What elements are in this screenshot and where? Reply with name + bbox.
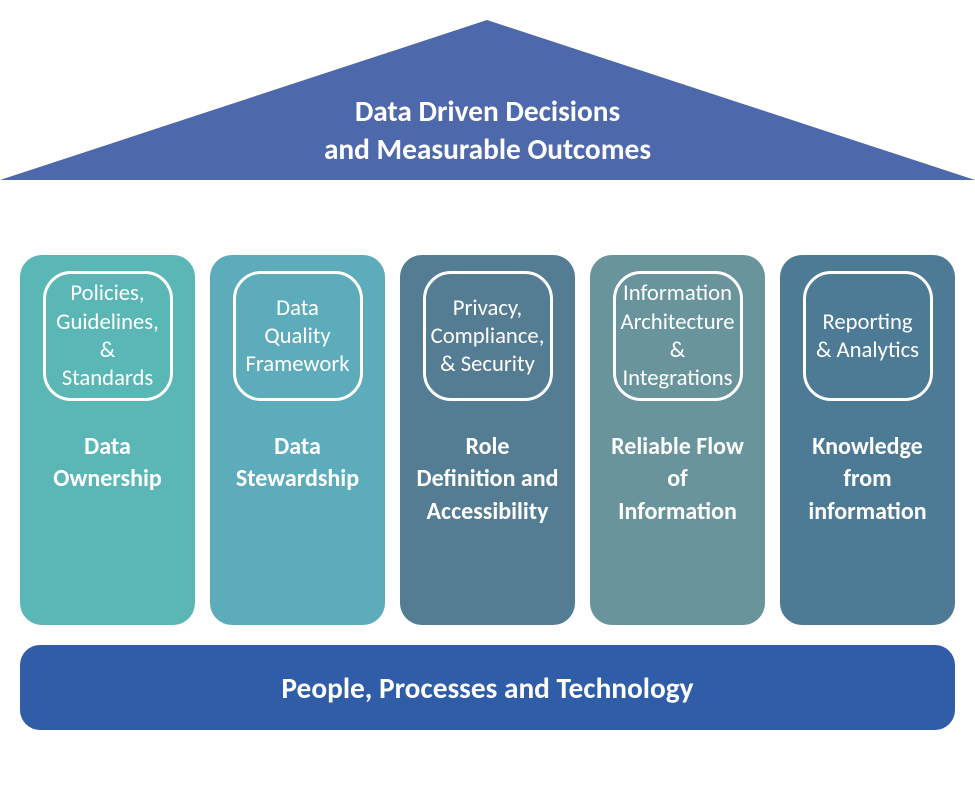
roof-title-line2: and Measurable Outcomes: [0, 130, 975, 168]
pillar-1-title: Data Ownership: [32, 431, 183, 496]
base-bar: People, Processes and Technology: [20, 645, 955, 730]
pillar-3-title: Role Definition and Accessibility: [412, 431, 563, 528]
pillar-2: Data Quality Framework Data Stewardship: [210, 255, 385, 625]
pillar-4-badge: Information Architecture & Integrations: [613, 271, 743, 401]
roof: Data Driven Decisions and Measurable Out…: [0, 20, 975, 180]
pillar-1-badge: Policies, Guidelines, & Standards: [43, 271, 173, 401]
pillar-5-badge: Reporting & Analytics: [803, 271, 933, 401]
pillar-5-title: Knowledge from information: [792, 431, 943, 528]
pillar-2-badge: Data Quality Framework: [233, 271, 363, 401]
roof-title-line1: Data Driven Decisions: [0, 92, 975, 130]
pillar-3: Privacy, Compliance, & Security Role Def…: [400, 255, 575, 625]
roof-title: Data Driven Decisions and Measurable Out…: [0, 92, 975, 168]
pillar-4: Information Architecture & Integrations …: [590, 255, 765, 625]
pillar-4-title: Reliable Flow of Information: [602, 431, 753, 528]
pillar-2-title: Data Stewardship: [222, 431, 373, 496]
pillar-1: Policies, Guidelines, & Standards Data O…: [20, 255, 195, 625]
pillars-row: Policies, Guidelines, & Standards Data O…: [20, 255, 955, 625]
pillar-5: Reporting & Analytics Knowledge from inf…: [780, 255, 955, 625]
base-label: People, Processes and Technology: [281, 670, 693, 706]
pillar-3-badge: Privacy, Compliance, & Security: [423, 271, 553, 401]
